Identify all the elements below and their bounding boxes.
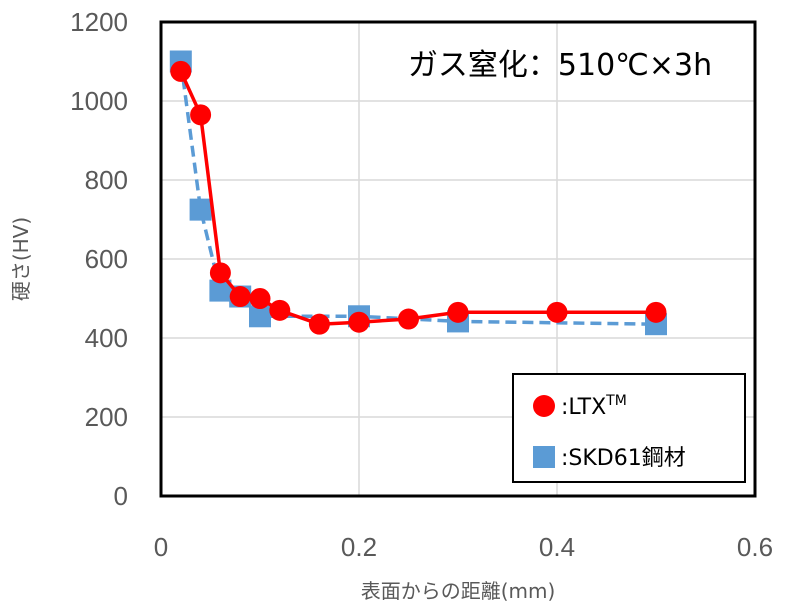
data-point-ltx <box>398 308 419 330</box>
data-point-ltx <box>229 286 251 308</box>
data-point-ltx <box>170 60 192 82</box>
x-axis-ticks: 0 0.2 0.4 0.6 <box>154 532 773 562</box>
legend-label-skd61: :SKD61鋼材 <box>561 446 686 471</box>
legend-label-ltx-base: :LTX <box>561 395 606 420</box>
y-tick-label: 1200 <box>70 7 128 37</box>
y-tick-label: 0 <box>114 481 128 511</box>
data-point-ltx <box>447 301 469 323</box>
x-tick-label: 0.4 <box>539 532 575 562</box>
plot-area-frame <box>159 20 757 498</box>
data-point-skd61 <box>209 279 232 302</box>
data-point-ltx <box>645 301 667 323</box>
series-layer <box>169 50 667 336</box>
y-axis-title: 硬さ(HV) <box>9 217 33 301</box>
data-point-ltx <box>546 301 568 323</box>
series-line-ltx <box>179 70 656 326</box>
data-point-ltx <box>249 288 271 309</box>
x-axis-title: 表面からの距離(mm) <box>361 579 556 603</box>
y-tick-label: 600 <box>85 244 128 274</box>
legend: :LTXTM :SKD61鋼材 <box>512 373 746 483</box>
legend-label-ltx: :LTXTM <box>561 393 627 420</box>
x-tick-label: 0.6 <box>737 532 773 562</box>
data-point-ltx <box>190 104 212 126</box>
x-tick-label: 0.2 <box>341 532 377 562</box>
data-point-skd61 <box>249 305 271 328</box>
data-point-ltx <box>348 311 370 333</box>
legend-label-ltx-sup: TM <box>605 393 627 409</box>
y-tick-label: 800 <box>85 165 128 195</box>
y-tick-label: 200 <box>85 402 128 432</box>
data-point-ltx <box>269 299 291 321</box>
legend-marker-skd61 <box>533 446 555 468</box>
y-axis-ticks: 0 200 400 600 800 1000 1200 <box>70 7 128 511</box>
x-tick-label: 0 <box>154 532 168 562</box>
data-point-ltx <box>209 262 231 284</box>
y-tick-label: 1000 <box>70 86 128 116</box>
series-line-skd61 <box>179 61 657 326</box>
y-tick-label: 400 <box>85 323 128 353</box>
data-point-skd61 <box>189 198 212 221</box>
data-point-ltx <box>308 313 330 335</box>
chart-annotation: ガス窒化：510℃×3h <box>408 48 712 83</box>
legend-marker-ltx <box>533 395 555 417</box>
